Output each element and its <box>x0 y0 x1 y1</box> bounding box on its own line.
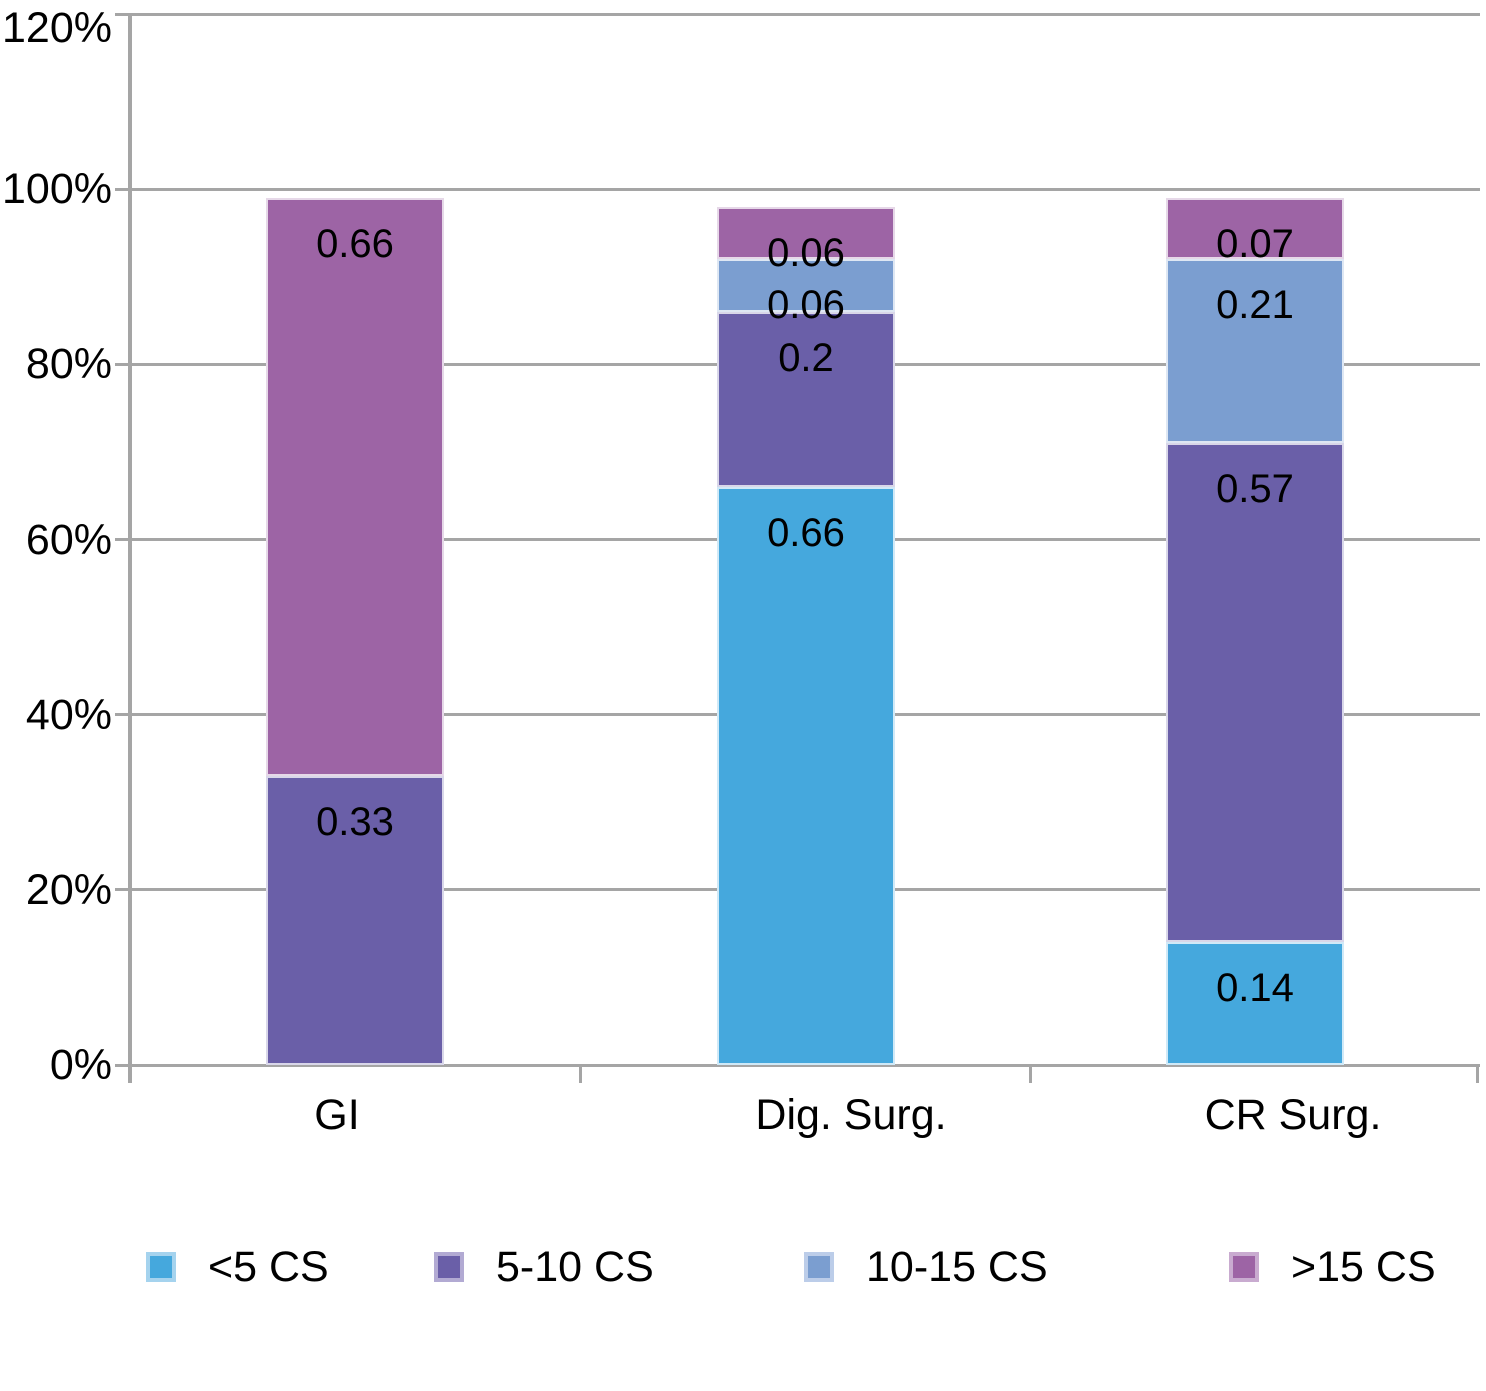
y-axis-tick-label: 120% <box>2 4 112 52</box>
bar-segment: 0.2 <box>717 311 895 487</box>
legend-key-swatch <box>438 1256 460 1278</box>
y-axis-tick-label: 0% <box>49 1041 112 1089</box>
category-label: GI <box>314 1091 360 1139</box>
bar-segment: 0.06 <box>717 259 895 327</box>
legend-key-swatch <box>150 1256 172 1278</box>
bar-segment: 0.21 <box>1166 259 1344 444</box>
y-axis-tick-label: 80% <box>25 340 112 389</box>
bar-segment: 0.33 <box>266 775 444 1065</box>
bar-value-label: 0.33 <box>316 799 394 844</box>
x-axis-tick <box>128 1065 132 1083</box>
bar-value-label: 0.2 <box>778 335 834 380</box>
y-axis-tick-label: 100% <box>2 165 112 214</box>
gridline <box>115 187 1480 191</box>
bar-segment: 0.14 <box>1166 942 1344 1065</box>
x-axis-tick <box>1475 1065 1479 1083</box>
bar-value-label: 0.21 <box>1216 283 1294 328</box>
bar-value-label: 0.06 <box>767 230 845 275</box>
bar-value-label: 0.14 <box>1216 966 1294 1011</box>
bar-value-label: 0.66 <box>316 221 394 266</box>
legend-item: >15 CS <box>1233 1244 1436 1290</box>
gridline <box>115 1063 1480 1067</box>
x-axis-tick <box>1028 1065 1032 1083</box>
y-axis-tick-label: 40% <box>25 690 112 739</box>
legend-key-swatch <box>1233 1256 1255 1278</box>
y-axis-line <box>128 14 132 1083</box>
bar-segment: 0.66 <box>717 486 895 1065</box>
bar-value-label: 0.66 <box>767 510 845 555</box>
legend-item: 10-15 CS <box>808 1244 1048 1290</box>
bar-segment: 0.06 <box>717 206 895 275</box>
x-axis-tick <box>578 1065 582 1083</box>
bar-segment: 0.66 <box>266 197 444 776</box>
legend-key-swatch <box>808 1256 830 1278</box>
legend-item-label: 10-15 CS <box>866 1243 1048 1291</box>
bar-value-label: 0.07 <box>1216 221 1294 266</box>
gridline <box>115 12 1480 16</box>
legend-item-label: <5 CS <box>208 1243 329 1291</box>
legend-item-label: 5-10 CS <box>496 1243 654 1291</box>
legend-item: 5-10 CS <box>438 1244 654 1290</box>
bar-value-label: 0.06 <box>767 283 845 328</box>
y-axis-tick-label: 20% <box>25 865 112 914</box>
y-axis-tick-label: 60% <box>25 515 112 564</box>
legend-item: <5 CS <box>150 1244 329 1290</box>
bar-value-label: 0.57 <box>1216 467 1294 512</box>
bar-segment: 0.57 <box>1166 443 1344 943</box>
category-label: Dig. Surg. <box>755 1091 947 1139</box>
bar-segment: 0.07 <box>1166 197 1344 266</box>
category-label: CR Surg. <box>1204 1091 1382 1139</box>
legend-item-label: >15 CS <box>1291 1243 1436 1291</box>
